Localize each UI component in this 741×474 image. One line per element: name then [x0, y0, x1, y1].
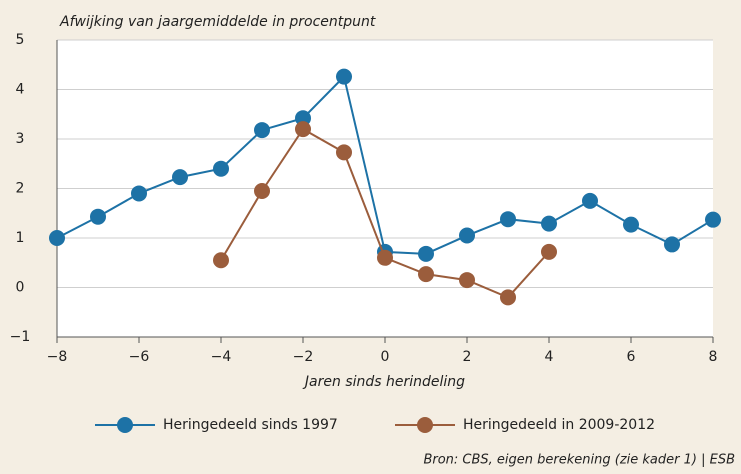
- source-note: Bron: CBS, eigen berekening (zie kader 1…: [423, 453, 735, 468]
- data-point: [623, 216, 639, 233]
- data-point: [541, 215, 557, 232]
- x-tick-label: 6: [627, 349, 636, 365]
- data-point: [336, 68, 352, 85]
- data-point: [664, 236, 680, 253]
- x-axis-title: Jaren sinds herindeling: [302, 374, 465, 390]
- y-tick-label: 5: [16, 32, 25, 48]
- x-tick-label: −2: [293, 349, 314, 365]
- data-point: [459, 272, 475, 289]
- x-tick-label: −6: [129, 349, 150, 365]
- data-point: [131, 185, 147, 202]
- data-point: [418, 266, 434, 283]
- y-axis-title: Afwijking van jaargemiddelde in procentp…: [59, 14, 376, 30]
- y-tick-label: 3: [16, 131, 25, 147]
- y-tick-label: 2: [16, 181, 25, 197]
- data-point: [213, 160, 229, 177]
- data-point: [254, 182, 270, 199]
- y-tick-label: 0: [16, 280, 25, 296]
- data-point: [705, 211, 721, 228]
- data-point: [377, 249, 393, 266]
- x-tick-label: −4: [211, 349, 232, 365]
- legend-marker: [417, 417, 433, 433]
- data-point: [49, 230, 65, 246]
- legend-label: Heringedeeld sinds 1997: [163, 417, 338, 433]
- data-point: [541, 243, 557, 260]
- y-tick-label: −1: [10, 329, 31, 345]
- data-point: [582, 192, 598, 209]
- data-point: [418, 245, 434, 262]
- data-point: [336, 144, 352, 161]
- data-point: [254, 122, 270, 139]
- y-tick-label: 1: [16, 230, 25, 246]
- x-tick-label: 4: [545, 349, 554, 365]
- x-tick-label: 0: [381, 349, 390, 365]
- x-tick-label: −8: [47, 349, 68, 365]
- data-point: [90, 208, 106, 225]
- y-tick-label: 4: [16, 82, 25, 98]
- data-point: [500, 289, 516, 306]
- data-point: [459, 227, 475, 244]
- data-point: [213, 252, 229, 269]
- x-tick-label: 2: [463, 349, 472, 365]
- data-point: [295, 121, 311, 138]
- data-point: [500, 211, 516, 228]
- x-tick-label: 8: [709, 349, 718, 365]
- data-point: [172, 169, 188, 186]
- legend-marker: [117, 417, 133, 433]
- legend-label: Heringedeeld in 2009-2012: [463, 417, 655, 433]
